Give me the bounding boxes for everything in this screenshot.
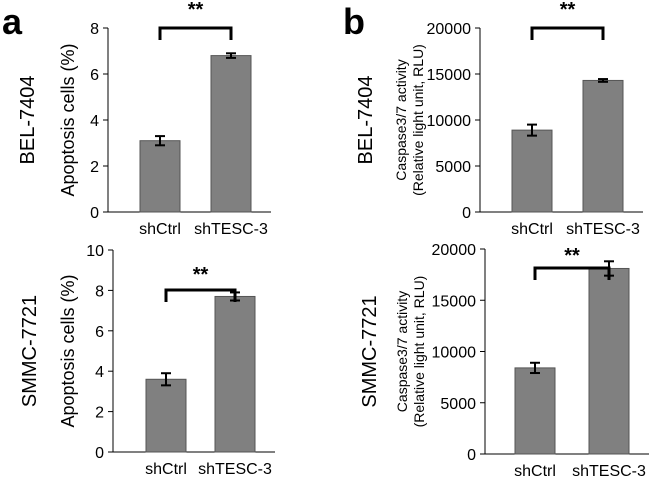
y-axis-label-line: Caspase3/7 activity <box>393 59 409 180</box>
significance-label: ** <box>560 0 576 21</box>
category-label: shTESC-3 <box>566 221 640 238</box>
category-label: shCtrl <box>514 463 556 480</box>
y-tick-label: 0 <box>90 205 99 222</box>
y-axis-label: Apoptosis cells (%) <box>58 274 78 427</box>
y-axis-label-line: (Relative light unit, RLU) <box>411 276 427 428</box>
y-tick-label: 6 <box>90 67 99 84</box>
y-tick-label: 8 <box>95 283 104 300</box>
y-tick-label: 15000 <box>427 67 472 84</box>
bar-shTESC-3 <box>210 55 252 213</box>
y-tick-label: 5000 <box>435 159 471 176</box>
chart-a-bottom: 0 2 4 6 8 10 shCtrl shTESC-3 ** SMMC-7721 Apoptosi… <box>19 243 275 478</box>
y-tick-label: 20000 <box>432 242 477 259</box>
y-tick-label: 4 <box>90 113 99 130</box>
y-axis-label: Caspase3/7 activity(Relative light unit,… <box>393 44 426 196</box>
cell-line-label: BEL-7404 <box>355 76 377 165</box>
y-tick-label: 2 <box>90 159 99 176</box>
y-tick-label: 20000 <box>427 21 472 38</box>
category-label: shCtrl <box>139 221 181 238</box>
y-tick-label: 10000 <box>432 345 477 362</box>
bar-shCtrl <box>139 140 181 213</box>
panel-label-b: b <box>343 1 365 42</box>
category-label: shCtrl <box>145 461 187 478</box>
y-tick-label: 10000 <box>427 113 472 130</box>
y-axis-label: Apoptosis cells (%) <box>58 43 78 196</box>
significance-label: ** <box>564 245 580 267</box>
bar-shTESC-3 <box>214 295 256 453</box>
y-tick-label: 0 <box>462 205 471 222</box>
charts-group: 0 2 4 6 8 shCtrl shTESC-3 ** BEL-7404 Apoptosis c… <box>17 0 649 480</box>
y-tick-label: 8 <box>90 21 99 38</box>
chart-b-top: 0 5000 10000 15000 20000 shCtrl shTESC-3 ** BEL-… <box>355 0 643 238</box>
category-label: shTESC-3 <box>198 461 272 478</box>
significance-bracket <box>533 266 611 280</box>
y-tick-label: 2 <box>95 405 104 422</box>
category-label: shTESC-3 <box>572 463 646 480</box>
significance-bracket <box>158 26 233 40</box>
significance-label: ** <box>193 264 209 286</box>
cell-line-label: SMMC-7721 <box>359 295 381 407</box>
bar-shCtrl <box>511 129 553 213</box>
y-axis-label-line: (Relative light unit, RLU) <box>410 44 426 196</box>
chart-b-bottom: 0 5000 10000 15000 20000 shCtrl shTESC-3 ** SMMC… <box>359 242 649 480</box>
y-axis-label-line: Caspase3/7 activity <box>394 291 410 412</box>
category-label: shTESC-3 <box>194 221 268 238</box>
cell-line-label: SMMC-7721 <box>19 295 41 407</box>
chart-a-top: 0 2 4 6 8 shCtrl shTESC-3 ** BEL-7404 Apoptosis c… <box>17 0 271 238</box>
y-tick-label: 0 <box>467 447 476 464</box>
y-tick-label: 0 <box>95 445 104 462</box>
y-tick-label: 5000 <box>440 396 476 413</box>
y-tick-label: 15000 <box>432 293 477 310</box>
y-axis-label: Caspase3/7 activity(Relative light unit,… <box>394 276 427 428</box>
bar-shCtrl <box>145 378 187 453</box>
panel-label-a: a <box>2 1 23 42</box>
significance-label: ** <box>188 0 204 21</box>
bar-shTESC-3 <box>582 79 624 213</box>
y-tick-label: 4 <box>95 364 104 381</box>
bar-shCtrl <box>514 367 556 455</box>
bar-shTESC-3 <box>588 267 630 455</box>
y-tick-label: 6 <box>95 324 104 341</box>
significance-bracket <box>164 288 237 302</box>
category-label: shCtrl <box>511 221 553 238</box>
significance-bracket <box>530 26 605 40</box>
cell-line-label: BEL-7404 <box>17 76 39 165</box>
y-tick-label: 10 <box>86 243 104 260</box>
